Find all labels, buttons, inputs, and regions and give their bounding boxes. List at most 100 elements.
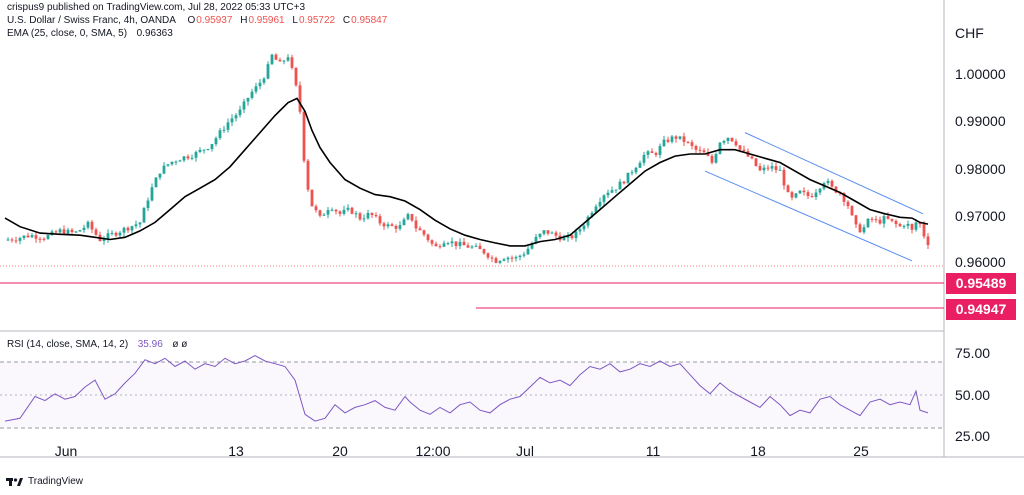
candle-body [546, 230, 550, 234]
candle-body [54, 231, 58, 233]
candle-body [498, 260, 502, 263]
candle-body [378, 216, 382, 224]
candle-body [166, 164, 170, 166]
candle-body [290, 57, 294, 68]
candle-body [58, 229, 62, 233]
candle-body [90, 221, 94, 230]
channel-lower-line[interactable] [704, 170, 913, 262]
ohlc-close-label: C [342, 15, 351, 26]
candle-body [854, 215, 858, 225]
price-tick: 0.97000 [955, 208, 1006, 224]
candle-body [422, 230, 426, 235]
candle-body [434, 243, 438, 247]
candle-body [394, 225, 398, 229]
candle-body [386, 224, 390, 227]
candle-body [530, 243, 534, 249]
candle-body [66, 229, 70, 235]
rsi-tick: 75.00 [955, 345, 990, 361]
candle-body [210, 144, 214, 150]
candle-body [226, 122, 230, 130]
candle-body [506, 257, 510, 260]
candle-body [522, 254, 526, 256]
candle-body [258, 82, 262, 87]
candle-body [142, 208, 146, 223]
candle-body [670, 136, 674, 142]
candle-body [270, 54, 274, 65]
candle-body [474, 245, 478, 247]
candle-body [814, 192, 818, 198]
candle-body [438, 246, 442, 248]
time-tick: 20 [332, 443, 348, 459]
candle-body [298, 85, 302, 112]
candle-body [278, 59, 282, 62]
price-tick: 1.00000 [955, 66, 1006, 82]
candle-body [338, 211, 342, 214]
candle-body [614, 189, 618, 191]
ema-legend-label: EMA (25, close, 0, SMA, 5) [7, 28, 128, 39]
candle-body [198, 149, 202, 152]
candle-body [302, 111, 306, 161]
candle-body [266, 64, 270, 79]
candle-body [586, 216, 590, 226]
rsi-legend[interactable]: RSI (14, close, SMA, 14, 2) 35.96 ø ø [7, 339, 187, 350]
candle-body [758, 166, 762, 171]
candle-body [454, 241, 458, 246]
candle-body [674, 136, 678, 139]
candle-body [430, 240, 434, 244]
candle-body [550, 232, 554, 234]
candle-body [190, 157, 194, 159]
candle-body [186, 156, 190, 159]
candle-body [222, 129, 226, 131]
candle-body [82, 227, 86, 231]
published-line: crispus9 published on TradingView.com, J… [7, 2, 306, 13]
candle-body [534, 236, 538, 244]
candle-body [510, 257, 514, 259]
candle-body [678, 136, 682, 139]
candle-body [794, 193, 798, 198]
candle-body [238, 109, 242, 116]
candle-body [482, 249, 486, 254]
ohlc-high-value: 0.95961 [248, 15, 285, 26]
candle-body [230, 118, 234, 123]
candle-body [418, 228, 422, 231]
candle-body [122, 227, 126, 233]
candle-body [590, 212, 594, 217]
ema-legend[interactable]: EMA (25, close, 0, SMA, 5) 0.96363 [7, 28, 173, 39]
candle-body [902, 225, 906, 227]
candle-body [354, 213, 358, 215]
time-tick: 25 [853, 443, 869, 459]
candle-body [666, 139, 670, 142]
tradingview-footer[interactable]: TradingView [6, 476, 83, 487]
candle-body [650, 151, 654, 153]
candle-body [494, 258, 498, 263]
candle-body [630, 172, 634, 174]
ohlc-low-value: 0.95722 [298, 15, 336, 26]
candle-body [250, 91, 254, 98]
candle-body [126, 227, 130, 231]
candle-body [810, 196, 814, 198]
candle-body [714, 153, 718, 163]
candle-body [458, 241, 462, 246]
channel-upper-line[interactable] [744, 132, 924, 215]
candle-body [754, 158, 758, 167]
candle-body [818, 188, 822, 193]
candle-body [638, 162, 642, 168]
price-axis-unit: CHF [955, 25, 984, 41]
candle-body [806, 192, 810, 197]
candle-body [146, 200, 150, 209]
candle-body [734, 141, 738, 146]
candle-body [254, 86, 258, 92]
candle-body [358, 213, 362, 220]
candle-body [442, 243, 446, 247]
candle-body [710, 155, 714, 163]
candle-body [882, 216, 886, 224]
candle-body [626, 172, 630, 184]
candle-body [466, 245, 470, 248]
candle-body [518, 255, 522, 258]
symbol-title[interactable]: U.S. Dollar / Swiss Franc, 4h, OANDA [7, 15, 176, 26]
candle-body [566, 235, 570, 238]
candle-body [370, 212, 374, 216]
candle-body [478, 245, 482, 250]
candle-body [654, 152, 658, 155]
